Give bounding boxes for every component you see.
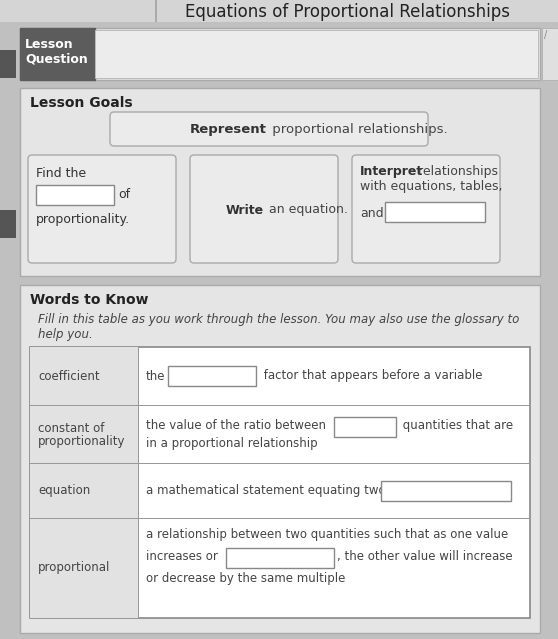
Bar: [138, 405, 139, 463]
Text: proportional relationships.: proportional relationships.: [268, 123, 448, 137]
Text: Represent: Represent: [190, 123, 267, 137]
Bar: [334, 417, 396, 437]
Text: coefficient: coefficient: [38, 369, 100, 383]
Text: constant of: constant of: [38, 422, 104, 435]
Text: proportional: proportional: [38, 562, 110, 574]
Bar: [30, 405, 530, 406]
Bar: [226, 548, 334, 568]
Bar: [0, 50, 16, 78]
Bar: [138, 518, 139, 618]
Text: proportionality: proportionality: [38, 436, 126, 449]
Bar: [385, 202, 485, 222]
Text: Write: Write: [226, 203, 264, 217]
Text: , the other value will increase: , the other value will increase: [337, 550, 513, 563]
Text: Lesson: Lesson: [25, 38, 74, 51]
Bar: [30, 463, 138, 518]
Bar: [381, 481, 511, 500]
Bar: [95, 30, 538, 78]
Bar: [542, 28, 558, 80]
Bar: [30, 518, 530, 519]
FancyBboxPatch shape: [110, 112, 428, 146]
Text: factor that appears before a variable: factor that appears before a variable: [260, 369, 483, 383]
Text: increases or: increases or: [146, 550, 218, 563]
Text: in a proportional relationship: in a proportional relationship: [146, 437, 318, 450]
Bar: [20, 28, 95, 80]
Text: relationships: relationships: [414, 165, 498, 178]
Text: quantities that are: quantities that are: [399, 419, 513, 432]
Text: equation: equation: [38, 484, 90, 497]
Bar: [138, 347, 139, 405]
Bar: [0, 210, 16, 238]
Bar: [20, 28, 540, 80]
Text: Fill in this table as you work through the lesson. You may also use the glossary: Fill in this table as you work through t…: [38, 313, 519, 326]
FancyBboxPatch shape: [28, 155, 176, 263]
Text: an equation.: an equation.: [265, 203, 348, 217]
Bar: [168, 366, 256, 386]
Text: /: /: [544, 30, 547, 40]
Bar: [30, 405, 138, 463]
Text: with equations, tables,: with equations, tables,: [360, 180, 503, 193]
Text: the value of the ratio between: the value of the ratio between: [146, 419, 326, 432]
Text: Equations of Proportional Relationships: Equations of Proportional Relationships: [185, 3, 510, 21]
Text: Question: Question: [25, 52, 88, 65]
Text: Find the: Find the: [36, 167, 86, 180]
Text: a mathematical statement equating two: a mathematical statement equating two: [146, 484, 386, 497]
Bar: [138, 463, 139, 518]
Bar: [155, 0, 157, 22]
Text: or decrease by the same multiple: or decrease by the same multiple: [146, 572, 345, 585]
Text: and: and: [360, 207, 384, 220]
Bar: [30, 347, 530, 618]
Text: a relationship between two quantities such that as one value: a relationship between two quantities su…: [146, 528, 508, 541]
Bar: [20, 285, 540, 633]
Text: Interpret: Interpret: [360, 165, 424, 178]
Text: help you.: help you.: [38, 328, 93, 341]
Bar: [30, 463, 530, 464]
FancyBboxPatch shape: [190, 155, 338, 263]
Text: Lesson Goals: Lesson Goals: [30, 96, 133, 110]
Text: Words to Know: Words to Know: [30, 293, 148, 307]
Text: the: the: [146, 369, 166, 383]
Bar: [0, 0, 558, 22]
Bar: [30, 347, 138, 405]
Bar: [36, 185, 114, 205]
Bar: [30, 518, 138, 618]
Text: of: of: [118, 187, 130, 201]
FancyBboxPatch shape: [352, 155, 500, 263]
Bar: [20, 88, 540, 276]
Text: proportionality.: proportionality.: [36, 213, 130, 226]
